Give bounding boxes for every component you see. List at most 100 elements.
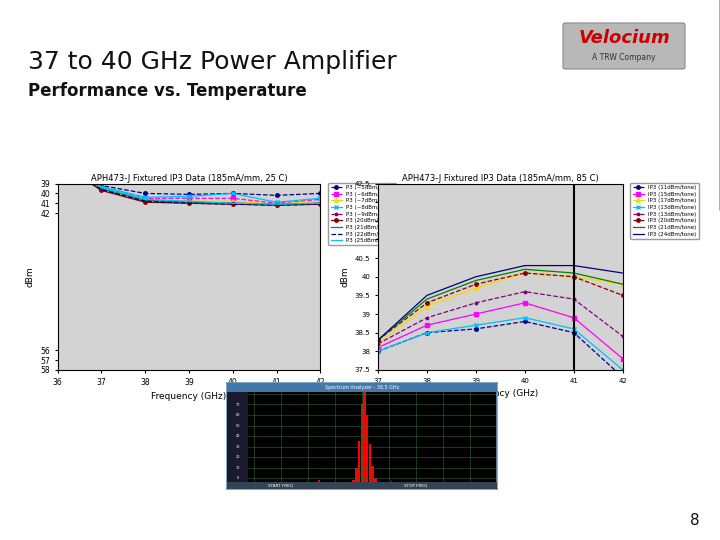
IP3 (13dBm/tone) xyxy=(618,333,627,340)
P3 (~9dBm/tone) xyxy=(141,198,150,205)
P3 (21dBm/tone) xyxy=(97,185,106,192)
Title: APH473-J Fixtured IP3 Data (185mA/mm, 25 C): APH473-J Fixtured IP3 Data (185mA/mm, 25… xyxy=(91,174,287,183)
Text: A TRW Company: A TRW Company xyxy=(593,53,656,63)
Text: 60: 60 xyxy=(235,413,240,417)
IP3 (13dBm/tone) xyxy=(570,326,578,332)
IP3 (13dBm/tone) xyxy=(374,348,382,354)
P3 (25dBm/tone) xyxy=(316,200,325,206)
P3 (~7dBm/tone) xyxy=(97,186,106,193)
Line: IP3 (24dBm/tone): IP3 (24dBm/tone) xyxy=(378,266,623,340)
P3 (25dBm/tone) xyxy=(228,200,237,206)
Line: P3 (~8dBm/tone): P3 (~8dBm/tone) xyxy=(56,159,322,204)
P3 (21dBm/tone) xyxy=(53,159,62,165)
Text: 0: 0 xyxy=(236,476,239,480)
IP3 (21dBm/tone) xyxy=(618,281,627,287)
P3 (~8dBm/tone) xyxy=(184,193,193,200)
IP3 (21dBm/tone) xyxy=(374,337,382,343)
Text: 40: 40 xyxy=(235,434,240,438)
P3 (~8dBm/tone) xyxy=(316,195,325,201)
Line: P3 (25dBm/tone): P3 (25dBm/tone) xyxy=(58,161,320,204)
Text: 50: 50 xyxy=(235,423,240,428)
IP3 (13dBm/tone) xyxy=(472,300,480,306)
Line: P3 (20dBm/tone): P3 (20dBm/tone) xyxy=(56,160,322,207)
IP3 (11dBm/tone) xyxy=(521,318,529,325)
P3 (~9dBm/tone) xyxy=(184,199,193,206)
P3 (20dBm/tone) xyxy=(228,201,237,207)
IP3 (13dBm/tone) xyxy=(521,288,529,295)
IP3 (13dBm/tone) xyxy=(570,296,578,302)
FancyBboxPatch shape xyxy=(563,23,685,69)
IP3 (13dBm/tone) xyxy=(521,314,529,321)
Y-axis label: dBm: dBm xyxy=(26,266,35,287)
P3 (~7dBm/tone) xyxy=(272,201,281,207)
Line: IP3 (20dBm/tone): IP3 (20dBm/tone) xyxy=(377,271,624,342)
Text: Gain Yield at 38.5 GHz: Gain Yield at 38.5 GHz xyxy=(247,472,473,490)
Text: 70: 70 xyxy=(235,402,240,407)
Bar xyxy=(377,482,379,489)
Line: P3 (~7dBm/tone): P3 (~7dBm/tone) xyxy=(56,160,322,206)
P3 (20dBm/tone) xyxy=(141,199,150,206)
Line: IP3 (13dBm/tone): IP3 (13dBm/tone) xyxy=(377,316,624,372)
Bar xyxy=(388,483,390,489)
P3 (~5dBm/tone) xyxy=(97,183,106,189)
Line: P3 (~6dBm/tone): P3 (~6dBm/tone) xyxy=(56,160,322,205)
IP3 (13dBm/tone) xyxy=(423,314,431,321)
IP3 (17dBm/tone) xyxy=(618,281,627,287)
P3 (~6dBm/tone) xyxy=(272,200,281,206)
P3 (20dBm/tone) xyxy=(184,200,193,206)
IP3 (13dBm/tone) xyxy=(472,322,480,328)
Legend: IP3 (11dBm/tone), IP3 (15dBm/tone), IP3 (17dBm/tone), IP3 (13dBm/tone), IP3 (13d: IP3 (11dBm/tone), IP3 (15dBm/tone), IP3 … xyxy=(631,183,698,239)
IP3 (21dBm/tone) xyxy=(423,296,431,302)
P3 (~6dBm/tone) xyxy=(53,159,62,165)
Bar xyxy=(355,468,358,489)
P3 (~5dBm/tone) xyxy=(316,190,325,197)
Line: IP3 (15dBm/tone): IP3 (15dBm/tone) xyxy=(377,301,624,361)
IP3 (11dBm/tone) xyxy=(618,374,627,381)
Bar xyxy=(372,465,374,489)
Text: STOP FREQ: STOP FREQ xyxy=(404,483,428,488)
X-axis label: Frequency (GHz): Frequency (GHz) xyxy=(151,392,227,401)
Bar xyxy=(318,480,320,489)
Line: P3 (~9dBm/tone): P3 (~9dBm/tone) xyxy=(56,160,322,207)
P3 (22dBm/tone) xyxy=(97,186,106,193)
IP3 (24dBm/tone) xyxy=(618,270,627,276)
P3 (~6dBm/tone) xyxy=(228,195,237,201)
P3 (21dBm/tone) xyxy=(141,197,150,204)
Text: Spectrum Analyzer - 38.5 GHz: Spectrum Analyzer - 38.5 GHz xyxy=(325,385,399,390)
Text: 30: 30 xyxy=(235,444,240,449)
Text: Velocium: Velocium xyxy=(578,29,670,47)
P3 (~9dBm/tone) xyxy=(97,186,106,193)
Bar xyxy=(393,483,395,489)
P3 (20dBm/tone) xyxy=(272,202,281,208)
Title: APH473-J Fixtured IP3 Data (185mA/mm, 85 C): APH473-J Fixtured IP3 Data (185mA/mm, 85… xyxy=(402,174,599,183)
P3 (~6dBm/tone) xyxy=(97,184,106,191)
P3 (~9dBm/tone) xyxy=(228,200,237,206)
Bar xyxy=(227,482,497,489)
P3 (22dBm/tone) xyxy=(272,202,281,208)
P3 (21dBm/tone) xyxy=(228,200,237,206)
P3 (22dBm/tone) xyxy=(53,159,62,165)
P3 (~7dBm/tone) xyxy=(184,198,193,205)
Bar xyxy=(227,383,497,392)
P3 (~9dBm/tone) xyxy=(272,202,281,208)
Line: P3 (22dBm/tone): P3 (22dBm/tone) xyxy=(58,162,320,205)
IP3 (17dBm/tone) xyxy=(521,270,529,276)
P3 (~5dBm/tone) xyxy=(228,190,237,197)
Bar xyxy=(369,444,371,489)
P3 (~8dBm/tone) xyxy=(272,199,281,206)
X-axis label: Frequency (GHz): Frequency (GHz) xyxy=(463,389,538,398)
IP3 (17dBm/tone) xyxy=(374,341,382,347)
IP3 (21dBm/tone) xyxy=(521,266,529,273)
Legend: P3 (~5dBm/tone), P3 (~6dBm/tone), P3 (~7dBm/tone), P3 (~8dBm/tone), P3 (~9dBm/to: P3 (~5dBm/tone), P3 (~6dBm/tone), P3 (~7… xyxy=(328,183,396,245)
IP3 (24dBm/tone) xyxy=(472,273,480,280)
Text: 20: 20 xyxy=(235,455,240,459)
Bar xyxy=(315,483,317,489)
IP3 (15dBm/tone) xyxy=(472,310,480,317)
P3 (20dBm/tone) xyxy=(53,159,62,165)
Line: P3 (21dBm/tone): P3 (21dBm/tone) xyxy=(58,162,320,204)
IP3 (17dBm/tone) xyxy=(423,303,431,310)
P3 (22dBm/tone) xyxy=(228,201,237,207)
IP3 (20dBm/tone) xyxy=(521,270,529,276)
P3 (~5dBm/tone) xyxy=(272,192,281,199)
P3 (25dBm/tone) xyxy=(184,198,193,205)
